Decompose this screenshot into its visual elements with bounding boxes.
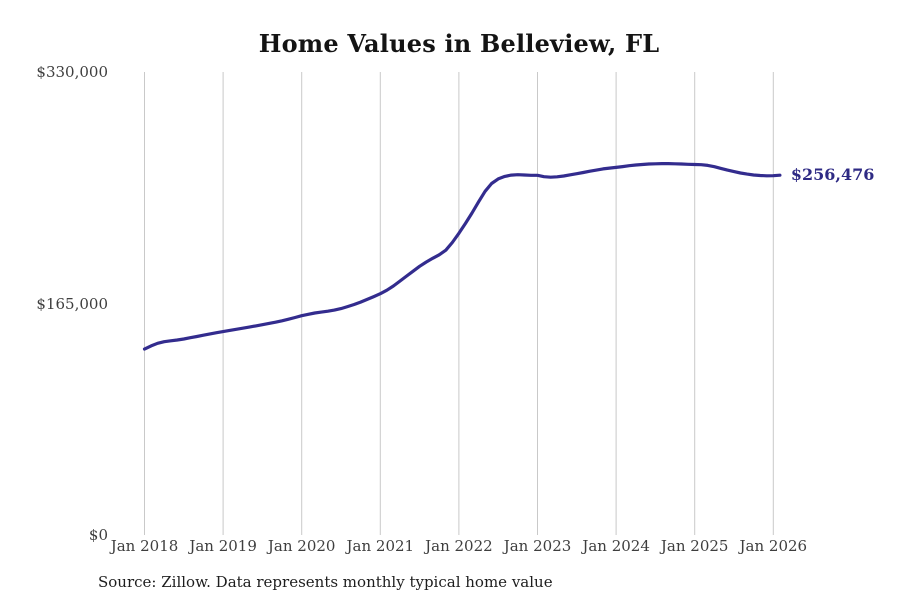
source-note: Source: Zillow. Data represents monthly … (98, 573, 553, 591)
x-tick-label: Jan 2020 (267, 537, 336, 555)
x-tick-label: Jan 2023 (503, 537, 572, 555)
x-tick-label: Jan 2021 (346, 537, 415, 555)
x-tick-label: Jan 2022 (425, 537, 493, 555)
x-tick-label: Jan 2025 (660, 537, 729, 555)
y-tick-label: $0 (88, 526, 108, 544)
x-tick-label: Jan 2019 (189, 537, 257, 555)
gridlines (144, 72, 774, 535)
x-tick-label: Jan 2026 (739, 537, 808, 555)
y-tick-label: $165,000 (36, 294, 108, 313)
home-value-line (142, 162, 782, 351)
x-tick-label: Jan 2024 (582, 537, 650, 555)
y-tick-label: $330,000 (36, 63, 108, 81)
chart-title: Home Values in Belleview, FL (258, 29, 660, 58)
x-tick-label: Jan 2018 (110, 537, 179, 555)
end-value-label: $256,476 (790, 165, 875, 185)
